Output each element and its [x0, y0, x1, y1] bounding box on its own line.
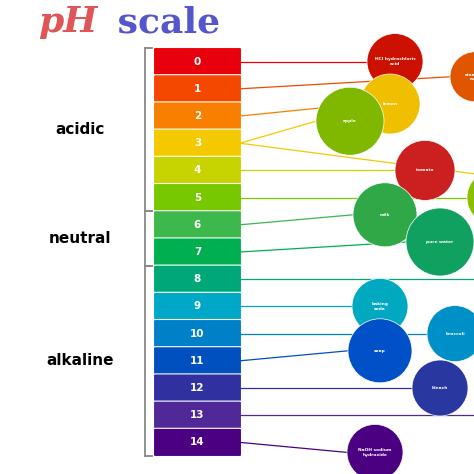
Text: 6: 6 — [194, 220, 201, 230]
FancyBboxPatch shape — [154, 346, 241, 375]
FancyBboxPatch shape — [154, 428, 241, 456]
FancyBboxPatch shape — [154, 102, 241, 130]
Circle shape — [360, 74, 420, 134]
Text: 11: 11 — [190, 356, 205, 366]
FancyBboxPatch shape — [154, 75, 241, 103]
FancyBboxPatch shape — [154, 374, 241, 402]
Text: 0: 0 — [194, 56, 201, 67]
Text: neutral: neutral — [49, 231, 111, 246]
Circle shape — [316, 87, 384, 155]
Text: HCl hydrochloric
acid: HCl hydrochloric acid — [374, 57, 415, 66]
Text: milk: milk — [380, 213, 390, 217]
Text: 3: 3 — [194, 138, 201, 148]
Circle shape — [412, 360, 468, 416]
Text: 2: 2 — [194, 111, 201, 121]
FancyBboxPatch shape — [154, 47, 241, 76]
Text: pure water: pure water — [427, 240, 454, 244]
Text: apple: apple — [343, 119, 357, 123]
FancyBboxPatch shape — [154, 401, 241, 429]
Circle shape — [348, 319, 412, 383]
Text: 7: 7 — [194, 247, 201, 257]
FancyBboxPatch shape — [154, 238, 241, 266]
Text: 13: 13 — [190, 410, 205, 420]
Circle shape — [353, 183, 417, 247]
Text: broccoli: broccoli — [445, 332, 465, 336]
FancyBboxPatch shape — [154, 156, 241, 184]
Circle shape — [427, 306, 474, 362]
FancyBboxPatch shape — [154, 129, 241, 157]
Text: scale: scale — [105, 5, 220, 39]
Text: pH: pH — [38, 5, 97, 39]
Text: bleach: bleach — [432, 386, 448, 390]
FancyBboxPatch shape — [154, 265, 241, 293]
Text: 4: 4 — [194, 165, 201, 175]
Circle shape — [406, 208, 474, 276]
Text: 8: 8 — [194, 274, 201, 284]
FancyBboxPatch shape — [154, 183, 241, 212]
Text: 12: 12 — [190, 383, 205, 393]
Circle shape — [395, 140, 455, 201]
Circle shape — [467, 170, 474, 226]
Text: 10: 10 — [190, 328, 205, 338]
Circle shape — [450, 52, 474, 102]
Text: stomach
acid: stomach acid — [465, 73, 474, 81]
Text: 1: 1 — [194, 84, 201, 94]
FancyBboxPatch shape — [154, 319, 241, 348]
FancyBboxPatch shape — [154, 292, 241, 320]
Text: soap: soap — [374, 349, 386, 353]
Text: 14: 14 — [190, 438, 205, 447]
Text: alkaline: alkaline — [46, 353, 114, 368]
Circle shape — [347, 424, 403, 474]
Text: tomato: tomato — [416, 168, 434, 173]
Text: NaOH sodium
hydroxide: NaOH sodium hydroxide — [358, 448, 392, 457]
Text: 5: 5 — [194, 192, 201, 202]
Text: acidic: acidic — [55, 122, 105, 137]
Text: 9: 9 — [194, 301, 201, 311]
Text: lemon: lemon — [383, 102, 398, 106]
Text: baking
soda: baking soda — [372, 302, 388, 310]
Circle shape — [367, 34, 423, 90]
Circle shape — [352, 278, 408, 334]
FancyBboxPatch shape — [154, 211, 241, 239]
